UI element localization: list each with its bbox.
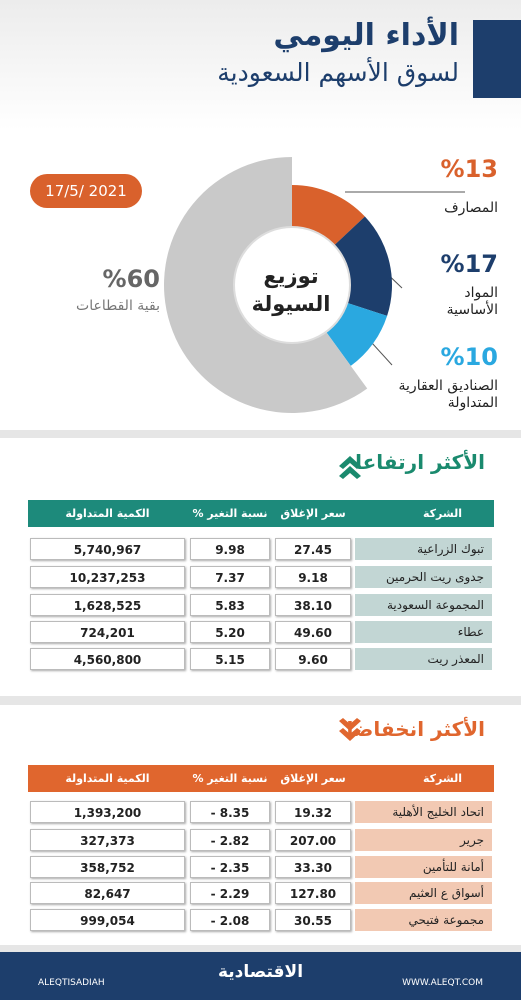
table-cell: 7.37 [190,566,270,588]
table-cell: 207.00 [275,829,351,851]
table-cell: 9.18 [275,566,351,588]
table-cell: تبوك الزراعية [355,538,492,560]
donut-segment [163,157,368,413]
table-cell: - 2.82 [190,829,270,851]
footer-social: ALEQTISADIAH [38,978,105,988]
title: الأداء اليومي [273,18,459,53]
footer-website: WWW.ALEQT.COM [402,978,483,988]
center-label: توزيع السيولة [251,264,331,316]
donut-segment [334,216,393,316]
table-cell: 27.45 [275,538,351,560]
table-cell: أسواق ع العثيم [355,882,492,904]
value-label: %60 [102,265,160,293]
footer-logo: الاقتصادية [217,962,304,982]
category-label: المواد الأساسية [446,285,498,318]
table-header: الكمية المتداولة [65,507,150,520]
table-cell: - 2.29 [190,882,270,904]
table-header-bar [28,500,494,527]
table-cell: - 8.35 [190,801,270,823]
category-label: بقية القطاعات [76,298,160,314]
table-cell: 999,054 [30,909,185,931]
gainers-title: الأكثر ارتفاعا [355,450,485,474]
table-cell: 327,373 [30,829,185,851]
table-header: الكمية المتداولة [65,772,150,785]
value-label: %10 [440,343,498,371]
table-cell: 5.20 [190,621,270,643]
table-header: الشركة [422,772,462,785]
table-cell: 5.83 [190,594,270,616]
losers-panel [0,705,521,945]
donut-segment [326,302,388,366]
table-cell: 1,628,525 [30,594,185,616]
donut-chart [163,157,465,413]
table-cell: 10,237,253 [30,566,185,588]
table-cell: 9.60 [275,648,351,670]
table-header-bar [28,765,494,792]
table-cell: عطاء [355,621,492,643]
table-cell: 724,201 [30,621,185,643]
table-header: نسبة التغير % [192,772,268,785]
subtitle: لسوق الأسهم السعودية [217,58,459,87]
table-cell: 9.98 [190,538,270,560]
table-cell: جرير [355,829,492,851]
value-label: %13 [440,155,498,183]
table-cell: المعذر ريت [355,648,492,670]
table-cell: المجموعة السعودية [355,594,492,616]
table-cell: 358,752 [30,856,185,878]
table-cell: - 2.08 [190,909,270,931]
table-cell: 5.15 [190,648,270,670]
table-cell: 38.10 [275,594,351,616]
table-header: سعر الإغلاق [280,772,346,785]
table-cell: 1,393,200 [30,801,185,823]
table-header: نسبة التغير % [192,507,268,520]
up-icon [339,456,361,479]
date-badge: 17/5/ 2021 [30,174,142,208]
table-cell: 5,740,967 [30,538,185,560]
table-cell: اتحاد الخليج الأهلية [355,801,492,823]
donut-segment [292,185,365,246]
table-header: الشركة [422,507,462,520]
losers-title: الأكثر انخفاضا [346,717,485,741]
title-accent [473,20,521,98]
footer: ALEQTISADIAH الاقتصادية WWW.ALEQT.COM [0,952,521,1000]
table-cell: 82,647 [30,882,185,904]
value-label: %17 [440,250,498,278]
table-cell: 30.55 [275,909,351,931]
table-cell: - 2.35 [190,856,270,878]
donut-hole [233,226,351,344]
table-cell: أمانة للتأمين [355,856,492,878]
category-label: الصناديق العقارية المتداولة [398,378,498,411]
table-cell: مجموعة فتيحي [355,909,492,931]
table-cell: 4,560,800 [30,648,185,670]
down-icon [339,718,361,741]
table-cell: جدوى ريت الحرمين [355,566,492,588]
table-cell: 127.80 [275,882,351,904]
table-cell: 33.30 [275,856,351,878]
table-header: سعر الإغلاق [280,507,346,520]
table-cell: 19.32 [275,801,351,823]
table-cell: 49.60 [275,621,351,643]
category-label: المصارف [444,200,498,216]
